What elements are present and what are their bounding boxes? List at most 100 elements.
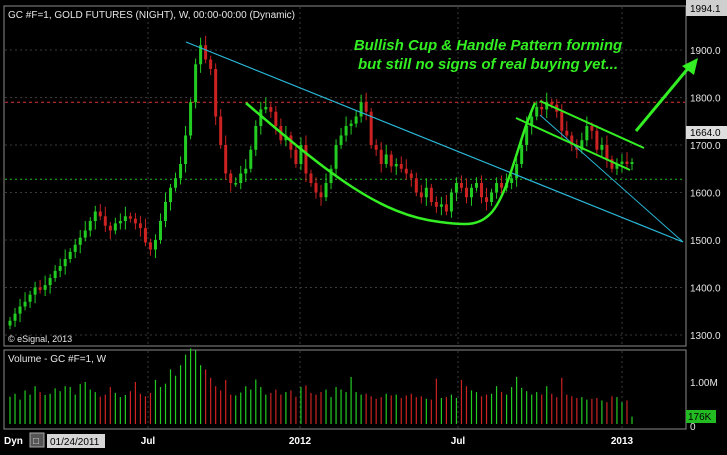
candle-body (454, 183, 458, 193)
candle-body (565, 130, 569, 136)
candle-body (169, 187, 173, 202)
candle-body (153, 240, 157, 250)
candle-body (98, 211, 102, 217)
candle-body (570, 135, 574, 145)
candle-body (495, 183, 499, 193)
candle-body (354, 116, 358, 124)
candle-body (319, 192, 323, 198)
candle-body (309, 173, 313, 183)
upper-trendline (185, 41, 684, 243)
candle-body (229, 173, 233, 183)
candle-body (8, 320, 12, 326)
last-price-label: 1664.0 (690, 128, 721, 139)
candle-body (429, 187, 433, 202)
lock-icon: □ (33, 436, 39, 447)
candle-body (384, 154, 388, 164)
chart-title: GC #F=1, GOLD FUTURES (NIGHT), W, 00:00-… (8, 10, 295, 21)
candle-body (118, 221, 122, 224)
candle-body (289, 135, 293, 150)
annotation-line-2: but still no signs of real buying yet... (358, 56, 618, 73)
candle-body (179, 164, 183, 179)
volume-pane-title: Volume - GC #F=1, W (8, 354, 107, 365)
breakout-arrow-head (682, 58, 698, 75)
candle-body (259, 109, 263, 126)
candle-body (244, 168, 248, 174)
candle-body (93, 211, 97, 221)
candle-body (314, 183, 318, 193)
candle-body (560, 111, 564, 131)
candle-body (58, 266, 62, 271)
candle-body (299, 145, 303, 164)
candle-body (148, 242, 152, 250)
candle-body (128, 216, 132, 219)
y-tick-label: 1800.0 (690, 94, 721, 105)
candle-body (239, 173, 243, 183)
candle-body (590, 126, 594, 131)
candle-body (38, 287, 42, 290)
candle-body (545, 102, 549, 110)
price-axis: 1300.0 1400.0 1500.0 1600.0 1700.0 1800.0 1900… (690, 46, 721, 342)
y-tick-label: 1400.0 (690, 284, 721, 295)
candle-body (605, 145, 609, 160)
candle-body (530, 116, 534, 126)
reference-lines (5, 101, 685, 180)
candle-body (33, 287, 37, 295)
candle-body (274, 111, 278, 126)
candle-body (485, 197, 489, 202)
candle-body (68, 251, 72, 259)
candle-body (374, 145, 378, 150)
candle-body (510, 178, 514, 183)
candle-body (138, 223, 142, 229)
candle-body (535, 107, 539, 117)
y-tick-label: 1600.0 (690, 189, 721, 200)
candle-body (540, 107, 544, 110)
candle-body (349, 123, 353, 126)
candle-body (369, 111, 373, 145)
candle-body (224, 145, 228, 174)
trendlines (185, 41, 698, 243)
candle-body (123, 216, 127, 221)
candle-body (424, 187, 428, 198)
x-tick-label: Jul (451, 436, 466, 447)
candle-body (88, 221, 92, 231)
candle-body (359, 102, 363, 117)
last-volume-box (686, 410, 716, 423)
candle-body (394, 164, 398, 167)
lower-trendline (539, 114, 684, 243)
candle-body (550, 102, 554, 105)
y-tick-label: 1300.0 (690, 331, 721, 342)
candle-body (404, 168, 408, 174)
candle-body (475, 183, 478, 188)
volume-pane-frame (3, 349, 687, 430)
candle-body (204, 45, 208, 60)
candle-body (234, 183, 238, 185)
candle-body (334, 145, 338, 169)
candle-body (63, 259, 67, 267)
candle-body (158, 221, 162, 240)
candle-body (409, 173, 413, 179)
candle-body (469, 187, 473, 198)
candle-body (28, 294, 32, 302)
candle-body (364, 102, 368, 112)
cup-curve (245, 102, 537, 226)
candle-body (13, 313, 17, 321)
candle-body (490, 192, 494, 202)
candle-body (199, 45, 203, 65)
top-value-label: 1994.1 (690, 4, 721, 15)
candle-body (444, 204, 448, 212)
candle-body (23, 301, 27, 307)
candle-body (133, 218, 137, 224)
candle-body (194, 64, 198, 103)
handle-upper-line (539, 100, 645, 149)
candle-body (324, 183, 328, 198)
date-box[interactable] (47, 434, 105, 448)
candle-body (329, 168, 333, 183)
candle-body (459, 183, 463, 188)
y-tick-label: 1500.0 (690, 236, 721, 247)
candle-body (585, 126, 589, 141)
handle-lower-line (515, 117, 631, 171)
lock-button[interactable] (29, 432, 45, 448)
candle-body (73, 244, 77, 252)
